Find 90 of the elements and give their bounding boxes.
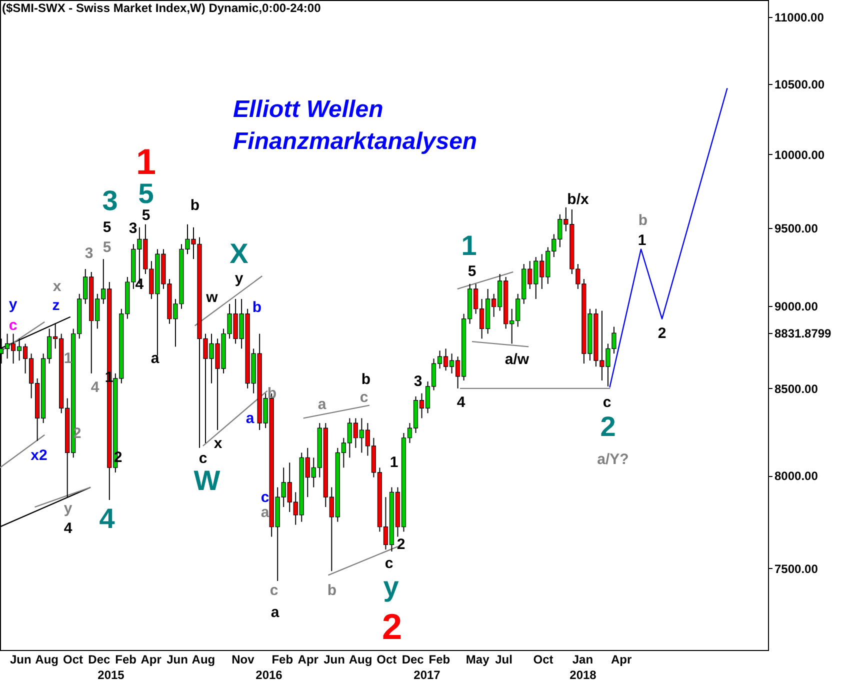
annotation: c (384, 555, 394, 572)
annotation: 3 (128, 220, 138, 237)
annotation: b (267, 385, 277, 402)
x-tick-label: Apr (140, 652, 162, 666)
annotation: 1 (104, 369, 114, 386)
y-tick-label: 10000.00 (774, 148, 825, 162)
x-tick-label: Oct (376, 652, 397, 666)
annotation: w (205, 289, 218, 306)
x-tick-label: Aug (35, 652, 58, 666)
x-tick-label: Feb (428, 652, 450, 666)
text: 2016 (256, 668, 283, 682)
annotation: x2 (30, 447, 48, 464)
annotation: 3 (414, 373, 422, 390)
annotation: b (361, 371, 371, 388)
text: 2018 (570, 668, 597, 682)
y-tick-label: 8831.8799 (774, 326, 832, 341)
annotation: 2 (382, 606, 402, 647)
annotation: 5 (468, 263, 476, 280)
annotation: Finanzmarktanalysen (233, 128, 478, 155)
annotation: a (246, 410, 255, 427)
x-tick-label: Feb (115, 652, 136, 666)
annotation: c (270, 582, 278, 599)
annotation: 5 (102, 219, 112, 236)
annotation: x (214, 435, 223, 452)
text: 2017 (414, 668, 441, 682)
x-tick-label: Aug (348, 652, 372, 666)
annotation: 4 (64, 520, 73, 537)
annotation: c (8, 317, 18, 334)
x-tick-label: Feb (272, 652, 294, 666)
annotation: X (230, 238, 249, 269)
x-tick-label: Nov (232, 652, 255, 666)
annotation: x (52, 278, 62, 295)
x-tick-label: Apr (298, 652, 319, 666)
y-tick-label: 10500.00 (774, 78, 825, 92)
annotation: b (638, 212, 648, 229)
annotation: a (150, 350, 160, 367)
y-tick-label: 8500.00 (774, 382, 818, 396)
annotation: 2 (658, 325, 666, 342)
x-tick-label: Dec (402, 652, 424, 666)
annotation: b (327, 582, 337, 599)
annotation: y (234, 270, 244, 287)
annotation: c (260, 489, 270, 506)
x-tick-label: May (466, 652, 490, 666)
annotation: b/x (567, 191, 590, 208)
annotation: c (360, 389, 368, 406)
annotation: a (270, 604, 280, 621)
annotation: Elliott Wellen (233, 96, 384, 123)
x-tick-label: Jul (495, 652, 512, 666)
x-tick-label: Jun (10, 652, 32, 666)
annotation: c (602, 394, 612, 411)
annotation: z (52, 297, 60, 314)
annotation: a/Y? (597, 451, 629, 468)
annotation: 3 (102, 185, 118, 216)
x-tick-label: Apr (611, 652, 632, 666)
chart-title: ($SMI-SWX - Swiss Market Index,W) Dynamic,0:00-24:00 (2, 1, 322, 15)
annotation: y (64, 500, 73, 517)
x-tick-label: Jun (166, 652, 188, 666)
x-tick-label: Jan (572, 652, 594, 666)
annotation: 1 (638, 232, 646, 249)
y-tick-label: 7500.00 (774, 562, 818, 576)
annotation: 4 (456, 394, 466, 411)
annotation: 3 (84, 245, 94, 262)
x-tick-label: Jun (324, 652, 345, 666)
annotation: b (190, 197, 200, 214)
annotation: 4 (99, 503, 116, 534)
line-series (609, 88, 728, 388)
annotation: 2 (396, 536, 406, 553)
annotation: a (318, 396, 327, 413)
x-tick-label: Oct (533, 652, 554, 666)
annotation: 5 (102, 239, 112, 256)
annotation: 1 (390, 454, 398, 471)
annotation: y (8, 296, 18, 313)
text: 2015 (98, 668, 125, 682)
annotation: W (194, 465, 221, 496)
y-tick-label: 8000.00 (774, 469, 818, 484)
annotation: 4 (135, 276, 144, 293)
annotation: 1 (461, 230, 477, 261)
y-tick-label: 9000.00 (774, 299, 818, 314)
x-tick-label: Oct (63, 652, 84, 666)
annotation: c (198, 450, 208, 467)
annotation: 2 (600, 411, 616, 442)
annotation: 4 (90, 379, 100, 396)
annotation: 5 (142, 207, 150, 224)
annotation: b (252, 299, 262, 316)
y-tick-label: 11000.00 (774, 10, 824, 25)
x-tick-label: Aug (192, 652, 216, 666)
annotation: y (383, 571, 400, 602)
x-tick-label: Dec (88, 652, 111, 666)
y-tick-label: 9500.00 (774, 222, 818, 236)
annotation: a/w (504, 351, 530, 368)
